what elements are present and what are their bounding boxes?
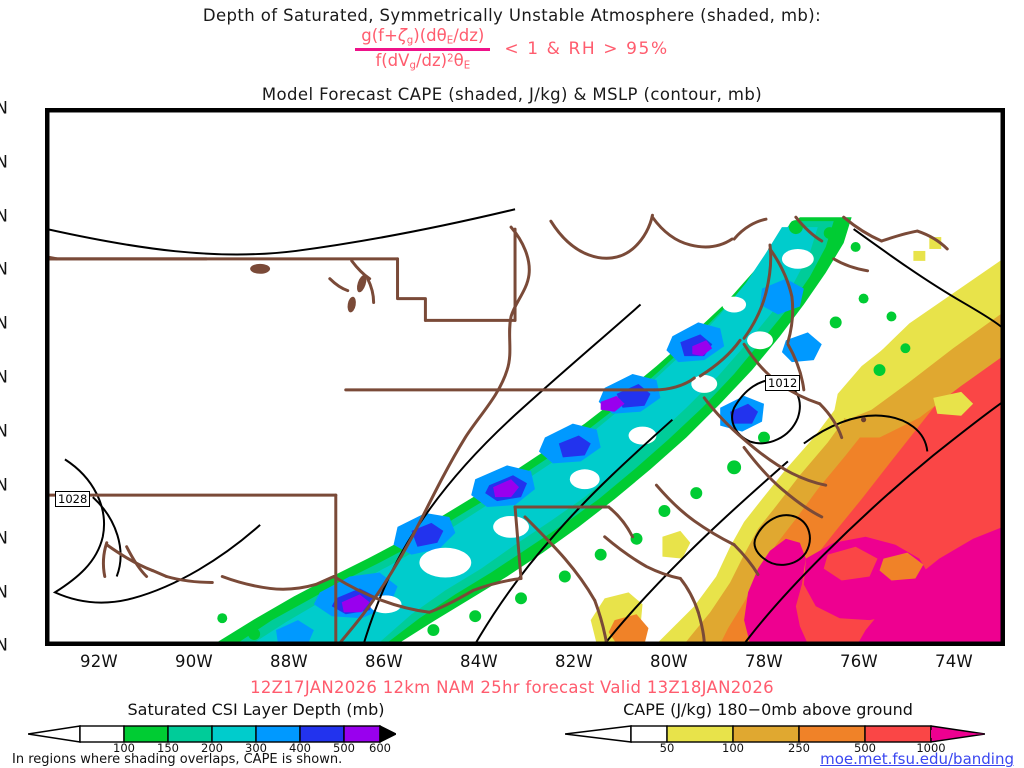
- y-tick: [47, 432, 49, 436]
- y-axis-label-37n: 37N: [0, 152, 8, 172]
- colorbar-csi-svg: [28, 724, 396, 744]
- cape-core-magenta-south: [744, 538, 808, 644]
- x-tick: [386, 642, 389, 644]
- cb-tick: 1000: [916, 741, 946, 755]
- formula-condition: < 1 & RH > 95%: [504, 39, 669, 60]
- cape-patch-sc-yellow: [662, 530, 691, 559]
- x-tick: [766, 642, 769, 644]
- x-tick: [481, 642, 484, 644]
- x-axis-label-92w: 92W: [80, 652, 118, 671]
- x-axis-label-80w: 80W: [650, 652, 688, 671]
- y-tick: [47, 217, 49, 221]
- y-axis-label-38n: 38N: [0, 98, 8, 118]
- y-tick: [47, 379, 49, 382]
- y-axis-label-32n: 32N: [0, 421, 8, 441]
- cape-blob-red-a: [823, 546, 878, 581]
- formula-denominator: f(dVg/dz)2θE: [375, 50, 471, 72]
- overlap-note: In regions where shading overlaps, CAPE …: [12, 752, 343, 767]
- x-axis-label-78w: 78W: [745, 652, 783, 671]
- x-tick: [576, 642, 579, 644]
- y-axis-label-28n: 28N: [0, 635, 8, 655]
- x-axis-label-84w: 84W: [460, 652, 498, 671]
- pressure-center-dot: [860, 417, 867, 423]
- csi-speckle: [217, 220, 911, 641]
- formula-fraction-bar: [355, 47, 491, 51]
- y-tick: [47, 594, 49, 597]
- cb-tick: 400: [289, 741, 311, 755]
- cb-tick: 100: [113, 741, 135, 755]
- colorbar-cape-svg: [565, 725, 985, 743]
- formula-numerator: g(f+ζg)(dθE/dz): [361, 26, 485, 47]
- page-title: Depth of Saturated, Symmetrically Unstab…: [202, 6, 822, 25]
- y-tick: [47, 163, 49, 167]
- source-url-link[interactable]: moe.met.fsu.edu/banding: [820, 750, 1014, 768]
- colorbar-right-title: CAPE (J/kg) 180−0mb above ground: [623, 700, 913, 719]
- cb-tick: 50: [659, 741, 675, 755]
- colorbar-csi-ticks: 100 150 200 300 400 500 600: [28, 741, 396, 755]
- map-svg: [47, 110, 1003, 644]
- x-axis-label-82w: 82W: [555, 652, 593, 671]
- contour-label-1028: 1028: [55, 491, 91, 507]
- cb-tick: 500: [854, 741, 876, 755]
- y-tick: [47, 271, 49, 274]
- colorbar-cape[interactable]: [565, 723, 985, 745]
- y-tick: [47, 110, 49, 113]
- y-axis-label-36n: 36N: [0, 206, 8, 226]
- x-axis-label-90w: 90W: [175, 652, 213, 671]
- cb-tick: 100: [722, 741, 744, 755]
- y-axis-label-30n: 30N: [0, 528, 8, 548]
- geography-islands: [250, 263, 367, 313]
- map-canvas: [47, 110, 1003, 644]
- formula-fraction: g(f+ζg)(dθE/dz) f(dVg/dz)2θE: [355, 26, 491, 72]
- map-plot-area[interactable]: 1028 1012: [45, 108, 1005, 646]
- cape-patch-florida-orange: [608, 614, 649, 644]
- cb-tick: 200: [201, 741, 223, 755]
- x-tick: [671, 642, 674, 644]
- y-axis-label-29n: 29N: [0, 582, 8, 602]
- cb-tick: 150: [157, 741, 179, 755]
- subtitle-cape: Model Forecast CAPE (shaded, J/kg) & MSL…: [261, 85, 763, 104]
- cape-blob-orange-a: [879, 552, 924, 581]
- x-axis-label-88w: 88W: [270, 652, 308, 671]
- y-axis-label-35n: 35N: [0, 259, 8, 279]
- csi-band-200: [252, 227, 818, 644]
- cape-blob-yellow-ne2: [913, 250, 926, 261]
- x-axis-label-74w: 74W: [935, 652, 973, 671]
- x-tick: [956, 642, 959, 644]
- y-tick: [47, 540, 49, 543]
- cb-tick: 500: [333, 741, 355, 755]
- colorbar-csi[interactable]: [28, 723, 396, 745]
- y-tick: [47, 325, 49, 328]
- csi-cores-purple: [341, 340, 713, 613]
- colorbar-left-title: Saturated CSI Layer Depth (mb): [127, 700, 385, 719]
- csi-voids: [369, 248, 854, 614]
- x-axis-label-86w: 86W: [365, 652, 403, 671]
- forecast-validity-line: 12Z17JAN2026 12km NAM 25hr forecast Vali…: [250, 678, 774, 697]
- x-axis-label-76w: 76W: [840, 652, 878, 671]
- y-axis-label-31n: 31N: [0, 475, 8, 495]
- formula-block: g(f+ζg)(dθE/dz) f(dVg/dz)2θE < 1 & RH > …: [0, 27, 1024, 72]
- cape-blob-yellow-mid: [933, 391, 974, 416]
- y-tick: [47, 486, 49, 490]
- colorbar-cape-ticks: 50 100 250 500 1000: [565, 741, 985, 755]
- cb-tick: 600: [369, 741, 391, 755]
- y-axis-label-34n: 34N: [0, 313, 8, 333]
- cb-tick: 250: [788, 741, 810, 755]
- x-tick: [291, 642, 294, 644]
- x-tick: [101, 642, 104, 644]
- x-tick: [196, 642, 199, 644]
- contour-label-1012: 1012: [765, 375, 801, 391]
- x-tick: [861, 642, 864, 644]
- cb-tick: 300: [245, 741, 267, 755]
- y-axis-label-33n: 33N: [0, 367, 8, 387]
